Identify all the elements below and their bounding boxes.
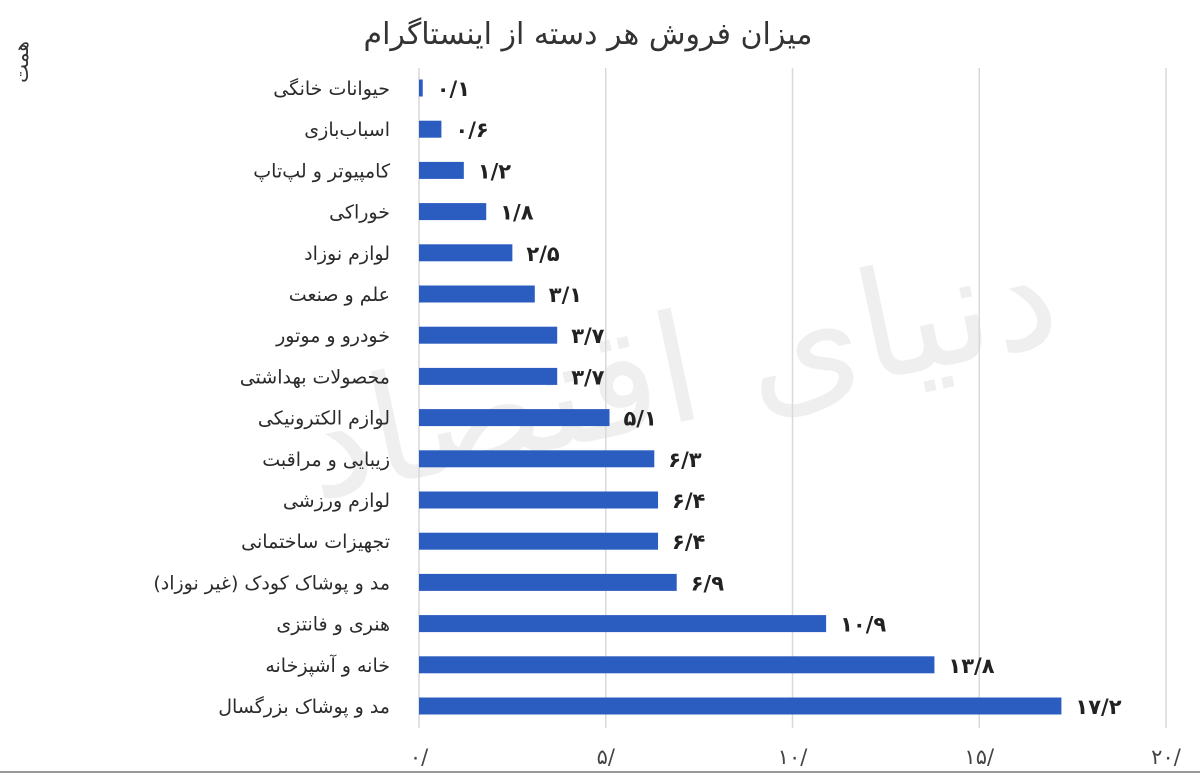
x-tick-labels: ۰/۵/۱۰/۱۵/۲۰/ xyxy=(410,745,1182,769)
data-label: ۰/۶ xyxy=(455,118,488,142)
category-label: علم و صنعت xyxy=(289,284,390,306)
value-labels: ۰/۱ ۰/۶ ۱/۲ ۱/۸ ۲/۵ ۳/۱ ۳/۷ ۳/۷ ۵/۱ ۶/۳ ۶/۴ ۶/۴ ۶/۹ ۱… xyxy=(437,77,1122,719)
chart-title: میزان فروش هر دسته از اینستاگرام xyxy=(364,17,813,52)
category-label: خوراکی xyxy=(329,202,390,224)
category-label: لوازم ورزشی xyxy=(283,490,390,512)
bar xyxy=(419,120,442,138)
category-label: خودرو و موتور xyxy=(275,325,390,347)
category-label: کامپیوتر و لپ‌تاپ xyxy=(253,160,391,182)
category-label: هنری و فانتزی xyxy=(276,614,390,636)
category-label: لوازم نوزاد xyxy=(304,243,390,265)
data-label: ۱۷/۲ xyxy=(1075,695,1121,719)
bar xyxy=(419,656,935,674)
bar xyxy=(419,244,513,262)
category-label: حیوانات خانگی xyxy=(273,77,390,100)
category-label: خانه و آشپزخانه xyxy=(265,653,390,677)
x-tick-label: ۱۰/ xyxy=(778,745,809,769)
category-label: تجهیزات ساختمانی xyxy=(241,531,390,553)
bar xyxy=(419,409,610,427)
bar xyxy=(419,79,423,97)
bar xyxy=(419,532,659,550)
category-label: اسباب‌بازی xyxy=(304,119,390,141)
x-tick-label: ۲۰/ xyxy=(1151,745,1182,769)
category-label: مد و پوشاک بزرگسال xyxy=(218,695,390,718)
data-label: ۶/۹ xyxy=(691,571,724,595)
bar xyxy=(419,161,464,179)
bar xyxy=(419,450,655,468)
unit-label: همت xyxy=(9,41,33,83)
bar xyxy=(419,367,558,385)
data-label: ۶/۴ xyxy=(672,530,705,554)
x-tick-label: ۵/ xyxy=(597,745,616,769)
data-label: ۵/۱ xyxy=(623,407,656,431)
data-label: ۶/۴ xyxy=(672,489,705,513)
category-label: محصولات بهداشتی xyxy=(240,366,390,388)
data-label: ۱۰/۹ xyxy=(840,613,886,637)
bars-group xyxy=(419,79,1062,715)
data-label: ۳/۱ xyxy=(549,283,582,307)
watermark: دنیای اقتصاد xyxy=(287,205,1072,534)
data-label: ۶/۳ xyxy=(668,448,701,472)
category-label: مد و پوشاک کودک (غیر نوزاد) xyxy=(153,572,390,594)
data-label: ۳/۷ xyxy=(571,324,604,348)
category-label: لوازم الکترونیکی xyxy=(258,408,390,430)
bar xyxy=(419,326,558,344)
data-label: ۰/۱ xyxy=(437,77,470,101)
bar xyxy=(419,285,535,303)
category-label: زیبایی و مراقبت xyxy=(262,449,390,471)
bar xyxy=(419,615,827,633)
category-labels: حیوانات خانگی اسباب‌بازی کامپیوتر و لپ‌تاپ… xyxy=(153,77,391,718)
bar xyxy=(419,491,659,509)
data-label: ۲/۵ xyxy=(526,242,559,266)
data-label: ۳/۷ xyxy=(571,365,604,389)
bar xyxy=(419,697,1062,715)
bar xyxy=(419,573,677,591)
x-tick-label: ۱۵/ xyxy=(964,745,995,769)
data-label: ۱۳/۸ xyxy=(948,654,994,678)
data-label: ۱/۸ xyxy=(500,201,533,225)
x-tick-label: ۰/ xyxy=(410,745,429,769)
bar xyxy=(419,203,487,221)
data-label: ۱/۲ xyxy=(478,159,511,183)
